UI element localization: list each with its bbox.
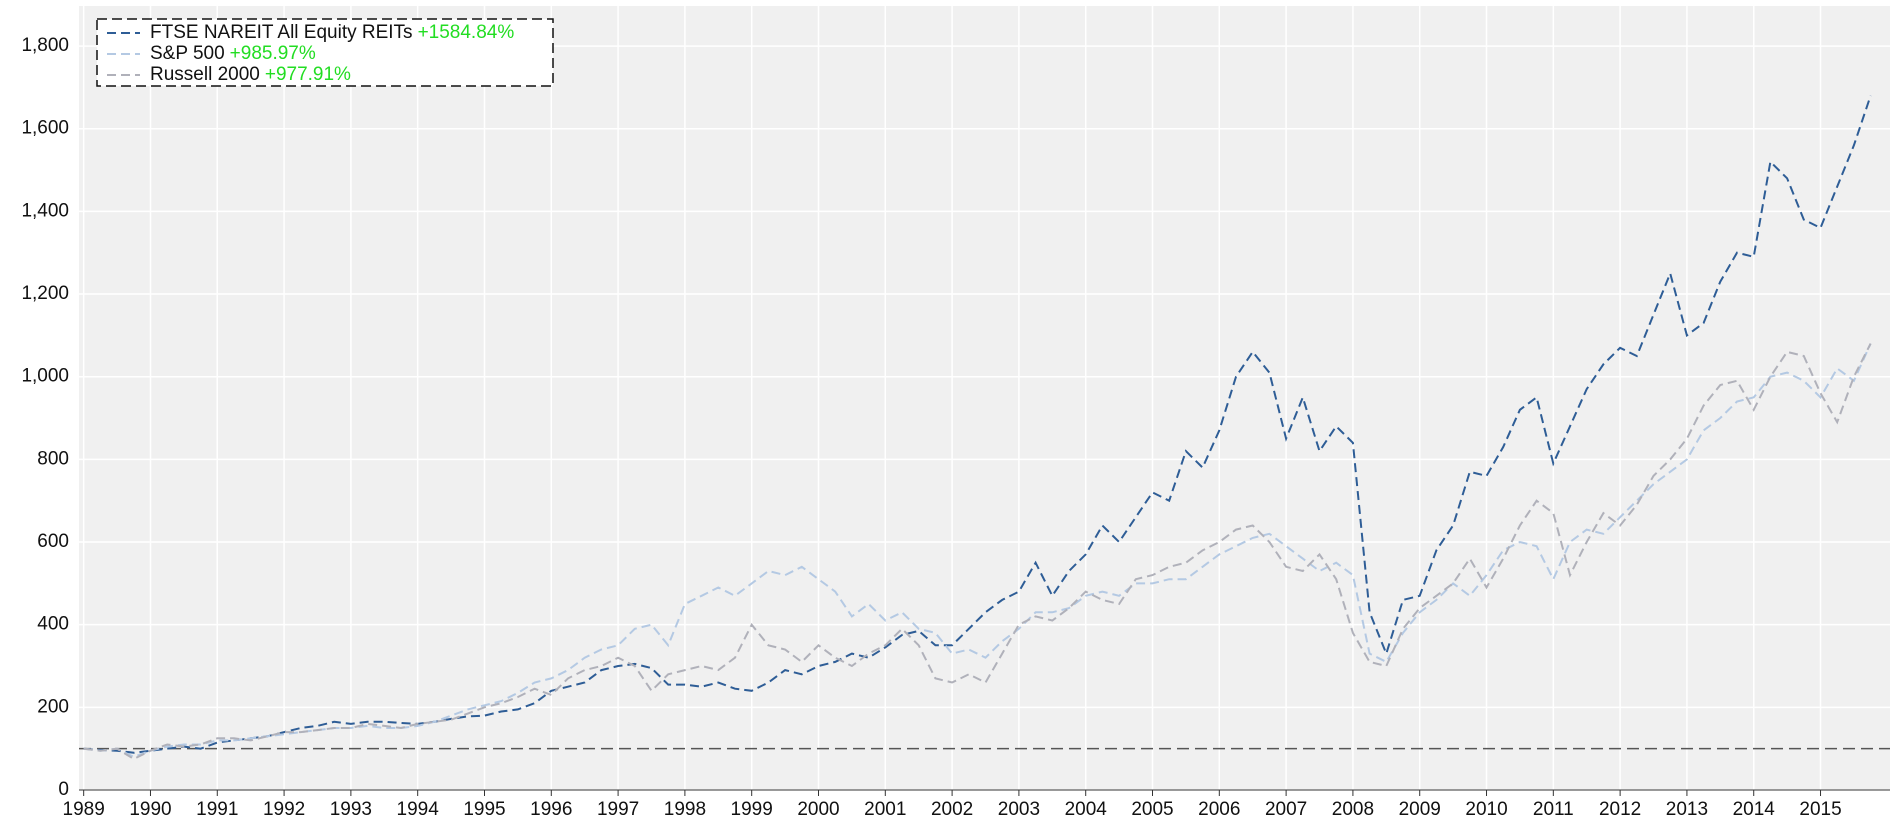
- x-tick-label: 2006: [1198, 799, 1240, 820]
- y-tick-label: 600: [37, 531, 69, 552]
- y-tick-label: 1,800: [21, 35, 69, 56]
- x-tick-label: 2011: [1533, 799, 1574, 820]
- x-tick-label: 2007: [1265, 799, 1307, 820]
- y-tick-label: 1,000: [21, 366, 69, 387]
- x-tick-label: 1997: [597, 799, 639, 820]
- x-tick-label: 2002: [931, 799, 973, 820]
- legend-name: Russell 2000: [150, 64, 260, 85]
- x-tick-label: 2005: [1131, 799, 1173, 820]
- y-tick-label: 400: [37, 614, 69, 635]
- y-tick-label: 1,600: [21, 118, 69, 139]
- legend: FTSE NAREIT All Equity REITs +1584.84%S&P…: [96, 18, 554, 87]
- x-tick-label: 2014: [1733, 799, 1776, 820]
- x-tick-label: 2004: [1065, 799, 1108, 820]
- x-tick-label: 1989: [63, 799, 105, 820]
- y-tick-label: 0: [58, 779, 69, 800]
- x-tick-label: 1996: [530, 799, 572, 820]
- x-tick-label: 1990: [129, 799, 171, 820]
- series-line: [83, 343, 1872, 761]
- x-tick-label: 2008: [1332, 799, 1374, 820]
- legend-box: [96, 18, 554, 87]
- x-tick-label: 2010: [1465, 799, 1507, 820]
- x-tick-label: 1993: [330, 799, 372, 820]
- legend-return: +985.97%: [230, 43, 316, 64]
- x-tick-label: 1999: [731, 799, 773, 820]
- plot-area: [79, 6, 1890, 790]
- legend-return: +1584.84%: [418, 22, 515, 43]
- legend-return: +977.91%: [265, 64, 351, 85]
- x-tick-label: 2001: [864, 799, 906, 820]
- y-tick-label: 1,200: [21, 283, 69, 304]
- legend-label: S&P 500 +985.97%: [150, 43, 316, 64]
- x-tick-label: 2009: [1399, 799, 1441, 820]
- series-line: [83, 343, 1872, 758]
- legend-label: FTSE NAREIT All Equity REITs +1584.84%: [150, 22, 514, 43]
- x-tick-label: 2013: [1666, 799, 1708, 820]
- series-line: [83, 95, 1872, 754]
- x-tick-label: 1998: [664, 799, 706, 820]
- x-tick-label: 1994: [397, 799, 440, 820]
- x-tick-label: 1995: [463, 799, 505, 820]
- y-tick-label: 800: [37, 448, 69, 469]
- x-tick-label: 2015: [1799, 799, 1841, 820]
- legend-name: FTSE NAREIT All Equity REITs: [150, 22, 413, 43]
- y-tick-label: 200: [37, 696, 69, 717]
- x-tick-label: 2012: [1599, 799, 1641, 820]
- legend-name: S&P 500: [150, 43, 225, 64]
- x-tick-label: 2003: [998, 799, 1040, 820]
- x-tick-label: 2000: [797, 799, 839, 820]
- x-tick-label: 1992: [263, 799, 305, 820]
- legend-label: Russell 2000 +977.91%: [150, 64, 351, 85]
- y-tick-label: 1,400: [21, 200, 69, 221]
- x-tick-label: 1991: [196, 799, 238, 820]
